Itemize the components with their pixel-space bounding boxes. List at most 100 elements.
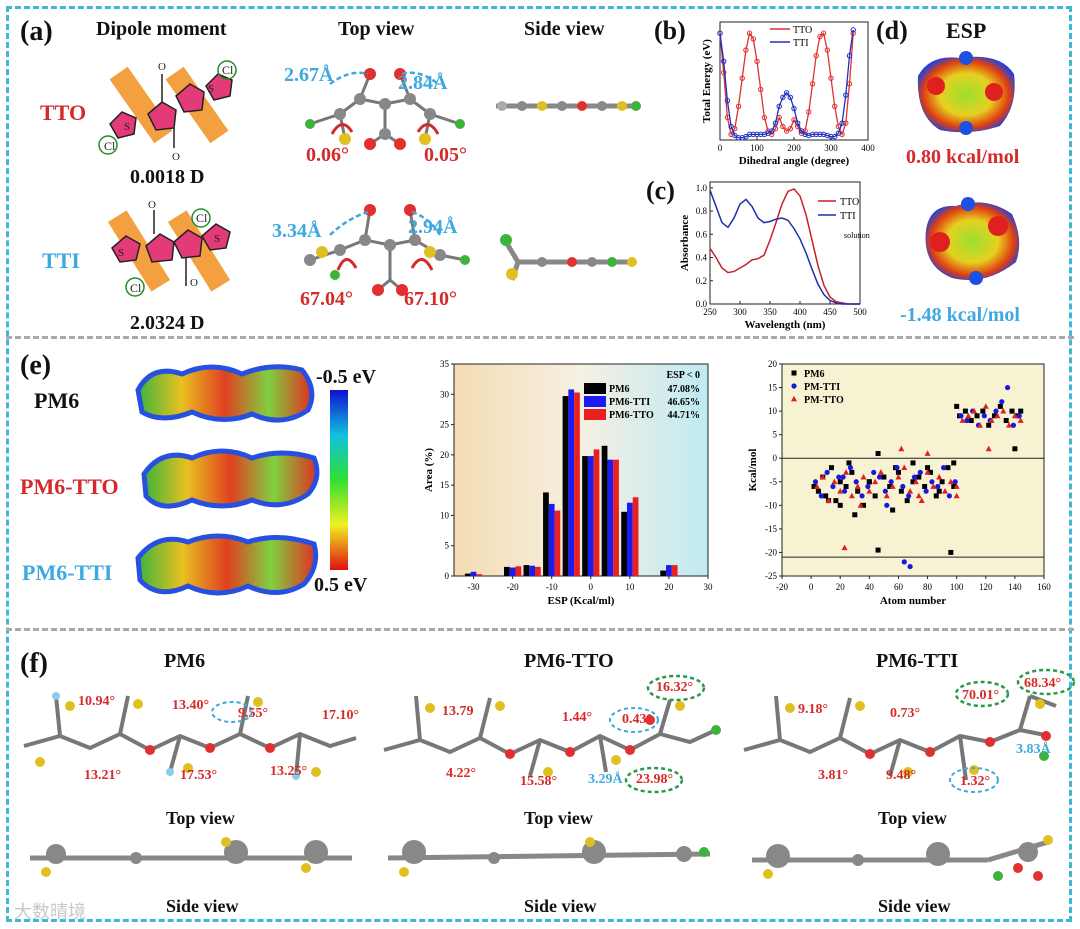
chart-e1-legend-value: 46.65% xyxy=(668,397,701,408)
chart-e2-legend-marker-PM6 xyxy=(791,370,797,376)
chart-b-point-TTI xyxy=(835,130,842,136)
pm6tti-top-view-caption: Top view xyxy=(878,808,947,828)
chart-e1-bar-PM6-TTO xyxy=(632,497,639,576)
chart-e2-legend-label: PM-TTO xyxy=(804,395,844,406)
chart-e2-point-PM-TTO xyxy=(953,492,960,499)
chart-b-point-TTI xyxy=(809,131,816,138)
chart-b-point-TTO xyxy=(746,30,753,36)
chart-e2-legend-marker-PM-TTI xyxy=(791,383,797,389)
tti-f-angle-7: 1.32° xyxy=(960,774,991,789)
chart-e2-point-PM6 xyxy=(951,483,957,489)
chart-c-series-line-TTI xyxy=(709,189,860,305)
chart-e2-ytick-label: 10 xyxy=(768,406,778,416)
chart-e2-point-PM6 xyxy=(866,479,872,485)
pm6-angle-6: 17.53° xyxy=(180,768,218,783)
chart-e2-point-PM-TTO xyxy=(907,488,914,494)
tto-distance-right: 2.84Å xyxy=(398,72,448,94)
chart-e1-xtick-label: -20 xyxy=(507,582,519,592)
chart-e2-point-PM6 xyxy=(846,460,852,466)
chart-e2-ytick-label: 0 xyxy=(773,453,778,463)
chart-e2-point-PM6 xyxy=(997,403,1003,409)
chart-e2-point-PM-TTI xyxy=(894,465,900,471)
chart-b-legend-label: TTI xyxy=(793,38,809,49)
chart-b-point-TTI xyxy=(746,131,753,138)
chart-b-point-TTI xyxy=(817,131,823,138)
chart-e2-point-PM-TTO xyxy=(915,492,922,499)
chart-e2-point-PM6 xyxy=(881,474,887,480)
chart-e1-bar-PM6 xyxy=(543,492,549,576)
esp-map-tti xyxy=(925,197,1020,285)
chart-e1-bar-PM6-TTI xyxy=(607,459,614,576)
chart-e2-point-PM6 xyxy=(980,408,986,414)
esp-color-scale-bar xyxy=(330,390,348,570)
chart-e1-bar-PM6-TTO xyxy=(593,449,600,576)
chart-e2-point-PM-TTI xyxy=(901,559,907,565)
chart-e1-xlabel: ESP (Kcal/ml) xyxy=(548,595,615,607)
chart-e1-ytick-label: 35 xyxy=(440,359,450,369)
chart-b-point-TTO xyxy=(813,53,819,59)
chart-e2-point-PM-TTI xyxy=(929,479,935,485)
tti-cl-bottom-label: Cl xyxy=(130,281,142,295)
chart-b-point-TTO xyxy=(843,120,849,126)
esp-scale-bottom-label: 0.5 eV xyxy=(314,574,368,596)
chart-e1-xtick-label: -30 xyxy=(468,582,480,592)
chart-e2-point-PM-TTO xyxy=(857,502,864,508)
panel-e-pm6tto-name: PM6-TTO xyxy=(20,474,119,499)
tto-f-angle-4: 16.32° xyxy=(656,680,694,695)
chart-b-point-TTI xyxy=(728,123,734,130)
pm6tti-side-view-caption: Side view xyxy=(878,896,951,916)
chart-e2-point-PM6 xyxy=(855,488,861,494)
chart-e1-legend-label: PM6-TTI xyxy=(609,397,650,408)
tti-s-right-label: S xyxy=(214,233,220,245)
chart-e2-point-PM-TTO xyxy=(994,412,1001,419)
chart-b-point-TTO xyxy=(806,109,812,115)
pm6-angle-3: 9.55° xyxy=(238,706,269,721)
chart-e1-ytick-label: 0 xyxy=(445,571,450,581)
chart-e1-ytick-label: 15 xyxy=(440,480,450,490)
chart-e1-xtick-label: 0 xyxy=(589,582,594,592)
chart-e2-point-PM-TTO xyxy=(901,464,908,471)
chart-e2-ytick-label: -20 xyxy=(765,547,777,557)
pm6tti-top-view-model xyxy=(743,668,1076,793)
chart-e2-point-PM-TTI xyxy=(1016,413,1022,419)
chart-e2-point-PM-TTO xyxy=(848,492,855,499)
chart-e2-point-PM-TTO xyxy=(965,412,972,419)
chart-e2-point-PM6 xyxy=(823,493,829,499)
chart-e2-point-PM-TTO xyxy=(860,473,867,480)
chart-e2-point-PM6 xyxy=(945,465,951,471)
tti-top-view-model xyxy=(304,204,470,296)
chart-e2-point-PM-TTO xyxy=(895,473,902,480)
chart-c-ytick-label: 0.4 xyxy=(696,253,708,263)
pm6tto-side-view-caption: Side view xyxy=(524,896,597,916)
chart-e2-point-PM6 xyxy=(1003,418,1009,424)
chart-b-point-TTI xyxy=(843,92,849,98)
chart-e2-point-PM-TTO xyxy=(1011,412,1018,419)
chart-e2-point-PM-TTO xyxy=(942,488,949,494)
chart-e2-point-PM-TTI xyxy=(907,563,913,570)
chart-c-ytick-label: 0.0 xyxy=(696,299,708,309)
pm6tto-top-view-model xyxy=(383,674,721,794)
chart-e1-bar-PM6 xyxy=(582,456,588,576)
chart-e2-xtick-label: -20 xyxy=(776,582,788,592)
chart-e2-point-PM-TTI xyxy=(836,474,842,480)
chart-e2-point-PM6 xyxy=(837,479,843,485)
chart-c-ytick-label: 0.8 xyxy=(696,206,708,216)
chart-e2-point-PM-TTI xyxy=(911,474,918,480)
chart-e2-point-PM6 xyxy=(895,469,901,475)
panel-e-label: (e) xyxy=(20,350,52,381)
chart-b-point-TTO xyxy=(828,75,834,81)
chart-e2-xlabel: Atom number xyxy=(880,595,946,607)
chart-e2-point-PM-TTO xyxy=(924,469,931,475)
chart-e2-xtick-label: 0 xyxy=(809,582,814,592)
chart-b-point-TTI xyxy=(724,97,731,104)
chart-e1-bar-PM6-TTO xyxy=(535,566,541,576)
panel-a-dipole-heading: Dipole moment xyxy=(96,18,227,40)
chart-e2-ytick-label: -10 xyxy=(765,500,777,510)
tto-f-angle-3: 0.43° xyxy=(622,712,653,727)
chart-e2-ytick-label: 5 xyxy=(773,430,778,440)
chart-b-point-TTO xyxy=(832,103,838,109)
chart-b-point-TTI xyxy=(765,130,771,136)
chart-e1-bar-PM6-TTO xyxy=(574,392,580,576)
chart-b-point-TTO xyxy=(754,58,760,65)
chart-e2-point-PM-TTI xyxy=(876,474,883,480)
